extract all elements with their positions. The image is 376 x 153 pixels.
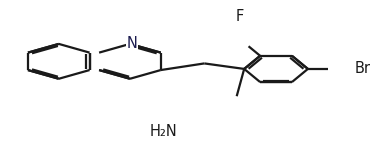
Text: F: F — [236, 9, 244, 24]
Text: N: N — [126, 36, 137, 51]
Text: H₂N: H₂N — [150, 124, 177, 139]
Text: Br: Br — [355, 61, 371, 76]
